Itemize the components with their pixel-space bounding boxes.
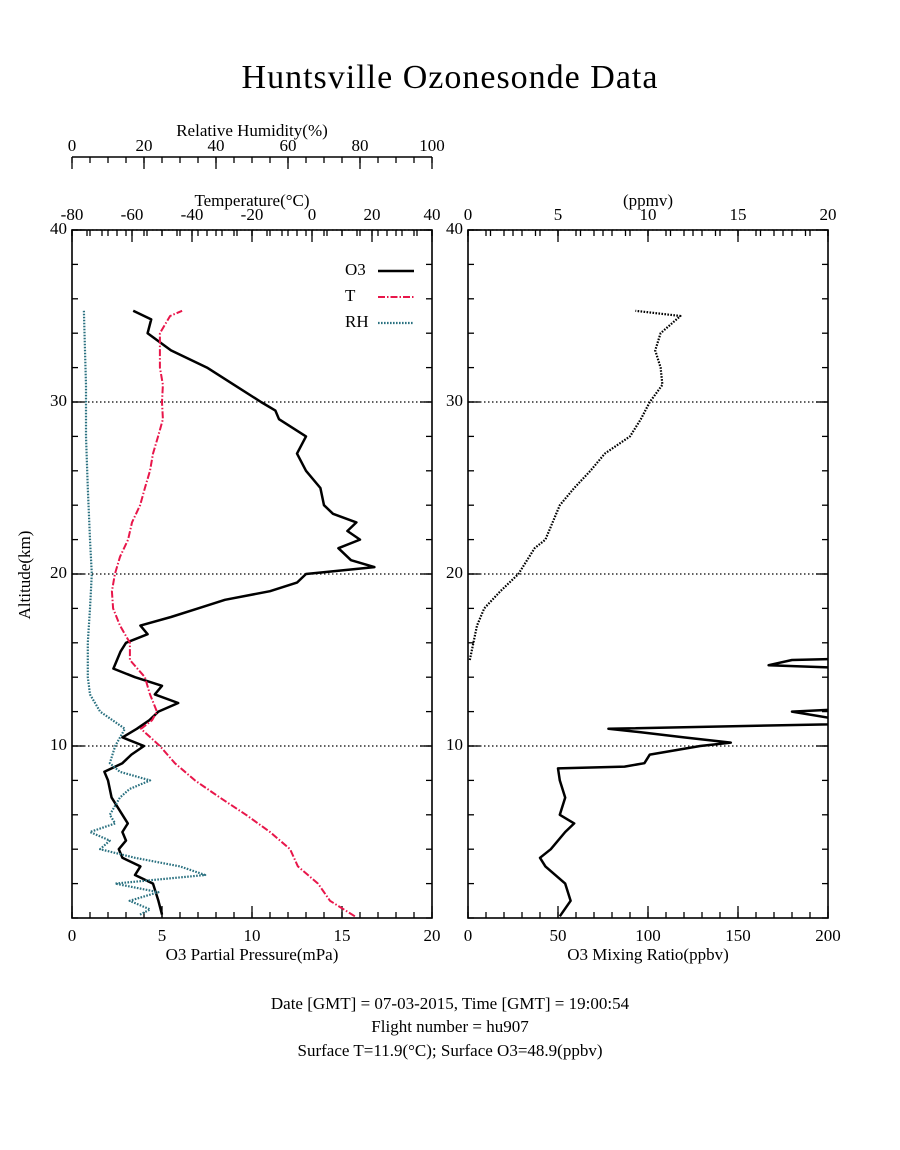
x-tick-label: 200 — [815, 926, 841, 945]
x-tick-label: -40 — [181, 205, 204, 224]
x-tick-label: -80 — [61, 205, 84, 224]
x-tick-label: 20 — [136, 136, 153, 155]
x-tick-label: 15 — [730, 205, 747, 224]
x-tick-label: 100 — [419, 136, 445, 155]
footer-line: Date [GMT] = 07-03-2015, Time [GMT] = 19… — [271, 994, 630, 1013]
chart-title: Huntsville Ozonesonde Data — [242, 59, 659, 96]
x-tick-label: -20 — [241, 205, 264, 224]
series-line — [103, 309, 376, 915]
x-tick-label: 0 — [68, 926, 77, 945]
legend-label: O3 — [345, 260, 366, 279]
x-tick-label: 20 — [424, 926, 441, 945]
y-tick-label: 10 — [50, 735, 67, 754]
axis-label: O3 Partial Pressure(mPa) — [166, 945, 339, 964]
x-tick-label: 0 — [464, 205, 473, 224]
axis-label: O3 Mixing Ratio(ppbv) — [567, 945, 729, 964]
x-tick-label: 0 — [68, 136, 77, 155]
y-axis-label: Altitude(km) — [15, 531, 34, 620]
x-tick-label: 50 — [550, 926, 567, 945]
x-tick-label: 5 — [158, 926, 167, 945]
x-tick-label: 40 — [424, 205, 441, 224]
x-tick-label: 0 — [308, 205, 317, 224]
y-tick-label: 10 — [446, 735, 463, 754]
legend-label: RH — [345, 312, 369, 331]
plot-frame — [467, 229, 829, 919]
x-tick-label: 10 — [244, 926, 261, 945]
x-tick-label: 80 — [352, 136, 369, 155]
series-line — [538, 657, 828, 918]
x-tick-label: 15 — [334, 926, 351, 945]
axis-label: Relative Humidity(%) — [176, 121, 328, 140]
x-tick-label: 5 — [554, 205, 563, 224]
x-tick-label: 10 — [640, 205, 657, 224]
legend-label: T — [345, 286, 356, 305]
y-tick-label: 20 — [50, 563, 67, 582]
x-tick-label: 60 — [280, 136, 297, 155]
footer-line: Flight number = hu907 — [371, 1017, 529, 1036]
x-tick-label: 150 — [725, 926, 751, 945]
x-tick-label: -60 — [121, 205, 144, 224]
y-tick-label: 30 — [446, 391, 463, 410]
x-tick-label: 100 — [635, 926, 661, 945]
axis-label: (ppmv) — [623, 191, 673, 210]
y-tick-label: 30 — [50, 391, 67, 410]
x-tick-label: 40 — [208, 136, 225, 155]
y-tick-label: 40 — [446, 219, 463, 238]
series-line — [468, 309, 682, 661]
x-tick-label: 20 — [820, 205, 837, 224]
series-line — [110, 309, 356, 918]
y-tick-label: 40 — [50, 219, 67, 238]
y-tick-label: 20 — [446, 563, 463, 582]
axis-label: Temperature(°C) — [194, 191, 309, 210]
x-tick-label: 20 — [364, 205, 381, 224]
footer-line: Surface T=11.9(°C); Surface O3=48.9(ppbv… — [298, 1041, 603, 1060]
series-line — [82, 310, 207, 916]
x-tick-label: 0 — [464, 926, 473, 945]
plot-frame — [71, 229, 433, 919]
